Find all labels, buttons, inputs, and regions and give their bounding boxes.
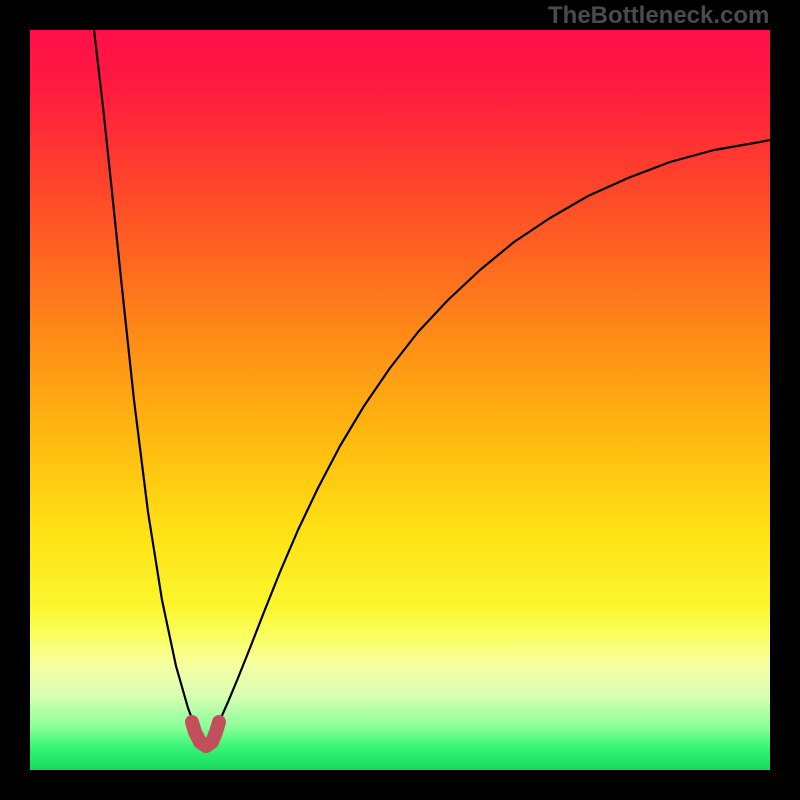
chart-frame	[0, 0, 800, 800]
gradient-background	[30, 30, 770, 770]
gradient-chart	[0, 0, 800, 800]
watermark-text: TheBottleneck.com	[548, 2, 769, 30]
